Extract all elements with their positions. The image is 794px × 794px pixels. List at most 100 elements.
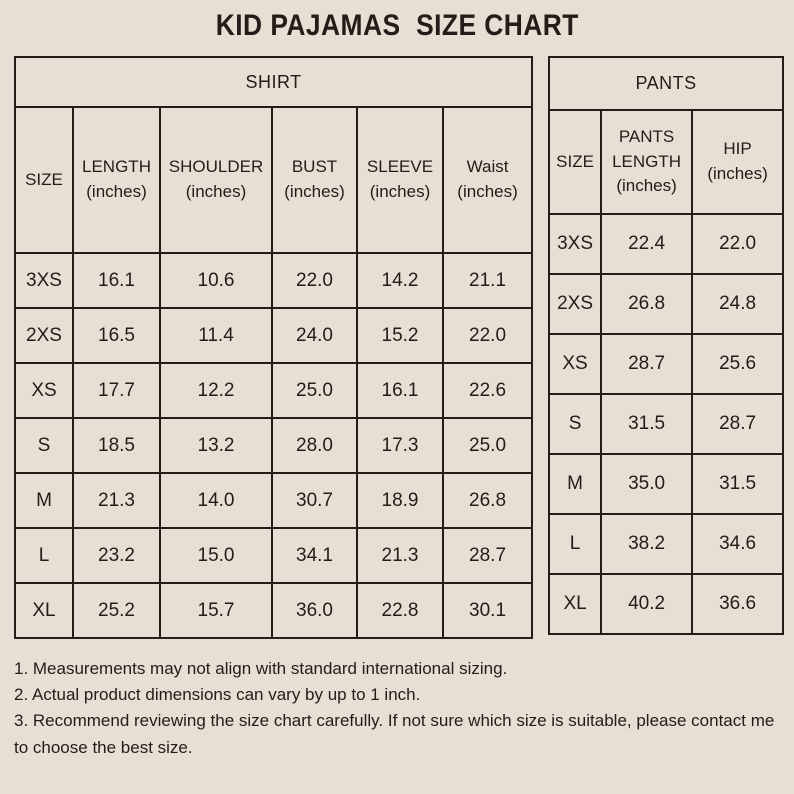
table-row: XL 40.2 36.6 bbox=[548, 573, 785, 635]
value-cell: 22.0 bbox=[691, 213, 785, 275]
column-unit: (inches) bbox=[707, 164, 768, 183]
shirt-title-row: SHIRT bbox=[13, 56, 534, 108]
column-label: HIP bbox=[723, 139, 752, 159]
value-cell: 22.0 bbox=[271, 252, 358, 309]
value-cell: 30.1 bbox=[441, 582, 534, 639]
value-cell: 34.6 bbox=[691, 513, 785, 575]
value-cell: 24.0 bbox=[271, 307, 358, 364]
column-unit: (inches) bbox=[369, 182, 431, 201]
value-cell: 15.7 bbox=[159, 582, 273, 639]
value-cell: 16.1 bbox=[72, 252, 161, 309]
value-cell: 28.7 bbox=[441, 527, 534, 584]
value-cell: 36.6 bbox=[691, 573, 785, 635]
column-unit: (inches) bbox=[457, 182, 518, 201]
column-unit: (inches) bbox=[86, 182, 147, 201]
table-row: 2XS 16.5 11.4 24.0 15.2 22.0 bbox=[14, 307, 534, 364]
note-line: 2. Actual product dimensions can vary by… bbox=[14, 685, 421, 705]
shirt-header-row: SIZE LENGTH (inches) SHOULDER (inches) B… bbox=[14, 106, 534, 254]
shirt-table-title: SHIRT bbox=[13, 56, 534, 108]
value-cell: 22.8 bbox=[356, 582, 444, 639]
column-label: SIZE bbox=[25, 169, 63, 189]
value-cell: 15.2 bbox=[356, 307, 444, 364]
value-cell: 14.0 bbox=[159, 472, 273, 529]
column-header-sleeve: SLEEVE (inches) bbox=[356, 106, 444, 254]
column-header-size: SIZE bbox=[14, 106, 74, 254]
table-row: S 18.5 13.2 28.0 17.3 25.0 bbox=[14, 417, 534, 474]
table-row: S 31.5 28.7 bbox=[548, 393, 785, 455]
value-cell: 10.6 bbox=[159, 252, 273, 309]
value-cell: 26.8 bbox=[441, 472, 534, 529]
page-title: KID PAJAMAS SIZE CHART bbox=[215, 9, 579, 42]
size-cell: L bbox=[548, 513, 603, 575]
value-cell: 25.0 bbox=[441, 417, 534, 474]
value-cell: 11.4 bbox=[159, 307, 273, 364]
column-unit: (inches) bbox=[284, 182, 345, 201]
value-cell: 28.7 bbox=[600, 333, 694, 395]
value-cell: 25.0 bbox=[271, 362, 358, 419]
column-label: Waist bbox=[466, 157, 509, 177]
pants-table: PANTS SIZE PANTS LENGTH (inches) HIP (in… bbox=[548, 56, 785, 635]
value-cell: 23.2 bbox=[72, 527, 161, 584]
table-row: XS 17.7 12.2 25.0 16.1 22.6 bbox=[14, 362, 534, 419]
value-cell: 34.1 bbox=[271, 527, 358, 584]
size-chart-page: KID PAJAMAS SIZE CHART SHIRT SIZE LENG bbox=[0, 9, 794, 794]
size-cell: S bbox=[548, 393, 603, 455]
column-label: PANTS LENGTH bbox=[612, 127, 682, 171]
size-cell: M bbox=[548, 453, 603, 515]
pants-header-row: SIZE PANTS LENGTH (inches) HIP (inches) bbox=[548, 109, 785, 215]
value-cell: 25.6 bbox=[691, 333, 785, 395]
table-row: M 35.0 31.5 bbox=[548, 453, 785, 515]
size-cell: XL bbox=[548, 573, 603, 635]
column-label: SLEEVE bbox=[366, 157, 434, 177]
value-cell: 22.0 bbox=[441, 307, 534, 364]
value-cell: 21.1 bbox=[441, 252, 534, 309]
value-cell: 25.2 bbox=[72, 582, 161, 639]
value-cell: 28.7 bbox=[691, 393, 785, 455]
tables-container: SHIRT SIZE LENGTH (inches) SHOULDER (inc… bbox=[13, 56, 785, 639]
value-cell: 21.3 bbox=[356, 527, 444, 584]
value-cell: 16.1 bbox=[356, 362, 444, 419]
column-header-bust: BUST (inches) bbox=[271, 106, 358, 254]
value-cell: 24.8 bbox=[691, 273, 785, 335]
value-cell: 21.3 bbox=[72, 472, 161, 529]
value-cell: 22.6 bbox=[441, 362, 534, 419]
column-unit: (inches) bbox=[185, 182, 247, 201]
pants-table-title: PANTS bbox=[548, 56, 785, 111]
table-row: 3XS 16.1 10.6 22.0 14.2 21.1 bbox=[14, 252, 534, 309]
value-cell: 18.9 bbox=[356, 472, 444, 529]
value-cell: 17.3 bbox=[356, 417, 444, 474]
size-cell: S bbox=[14, 417, 74, 474]
column-header-hip: HIP (inches) bbox=[691, 109, 785, 215]
value-cell: 14.2 bbox=[356, 252, 444, 309]
value-cell: 17.7 bbox=[72, 362, 161, 419]
table-row: 3XS 22.4 22.0 bbox=[548, 213, 785, 275]
table-row: 2XS 26.8 24.8 bbox=[548, 273, 785, 335]
column-label: SIZE bbox=[556, 151, 594, 171]
column-label: LENGTH bbox=[82, 157, 151, 177]
value-cell: 30.7 bbox=[271, 472, 358, 529]
value-cell: 16.5 bbox=[72, 307, 161, 364]
column-header-shoulder: SHOULDER (inches) bbox=[159, 106, 273, 254]
table-row: XL 25.2 15.7 36.0 22.8 30.1 bbox=[14, 582, 534, 639]
note-line: 3. Recommend reviewing the size chart ca… bbox=[14, 711, 775, 757]
table-row: L 23.2 15.0 34.1 21.3 28.7 bbox=[14, 527, 534, 584]
value-cell: 15.0 bbox=[159, 527, 273, 584]
column-label: BUST bbox=[291, 157, 338, 177]
note-line: 1. Measurements may not align with stand… bbox=[14, 659, 508, 678]
pants-title-row: PANTS bbox=[548, 56, 785, 111]
value-cell: 31.5 bbox=[600, 393, 694, 455]
size-cell: 2XS bbox=[548, 273, 603, 335]
column-label: SHOULDER bbox=[168, 157, 264, 177]
value-cell: 35.0 bbox=[600, 453, 694, 515]
value-cell: 36.0 bbox=[271, 582, 358, 639]
size-cell: 3XS bbox=[14, 252, 74, 309]
value-cell: 38.2 bbox=[600, 513, 694, 575]
size-cell: L bbox=[14, 527, 74, 584]
column-header-size: SIZE bbox=[548, 109, 603, 215]
column-header-waist: Waist (inches) bbox=[441, 106, 534, 254]
notes: 1. Measurements may not align with stand… bbox=[14, 656, 780, 761]
table-row: L 38.2 34.6 bbox=[548, 513, 785, 575]
size-cell: 2XS bbox=[14, 307, 74, 364]
size-cell: XL bbox=[14, 582, 74, 639]
value-cell: 18.5 bbox=[72, 417, 161, 474]
